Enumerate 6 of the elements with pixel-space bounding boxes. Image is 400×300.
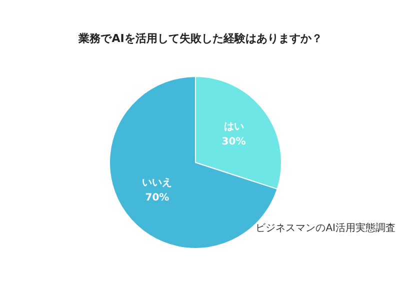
data-label: 30% <box>222 136 246 148</box>
data-label: 70% <box>145 192 170 204</box>
chart-title: 業務でAIを活用して失敗した経験はありますか？ <box>78 32 322 45</box>
slice-label: はい <box>224 122 244 133</box>
text: ビジネスマンのAI活用実態調査 <box>256 222 396 234</box>
slice-label: いいえ <box>142 177 172 188</box>
